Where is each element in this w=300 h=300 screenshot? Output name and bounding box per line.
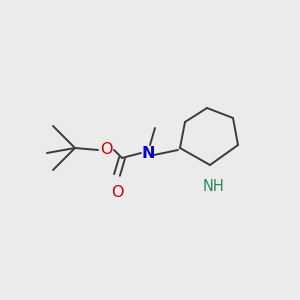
Text: NH: NH [202,179,224,194]
Text: N: N [141,146,155,160]
Text: O: O [111,185,123,200]
Text: O: O [100,142,112,158]
